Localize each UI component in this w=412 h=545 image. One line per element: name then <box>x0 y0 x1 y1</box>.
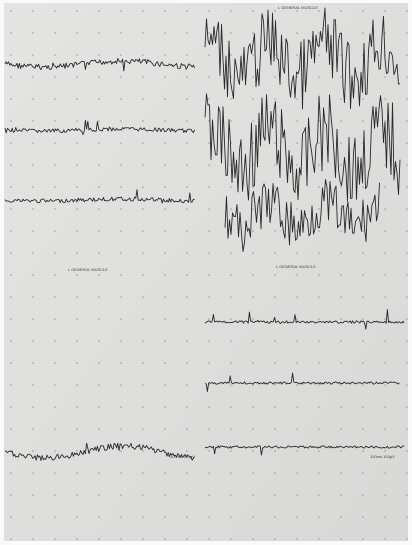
dot-grid <box>4 3 408 541</box>
label: 100ms 100µV <box>370 454 395 459</box>
label: 100ms 100µV <box>170 454 195 459</box>
label: L GENERAL MUSCLE <box>276 264 316 269</box>
label: L GENERAL MUSCLE <box>278 5 318 10</box>
photo: L GENERAL MUSCLE L GENERAL MUSCLE L GENE… <box>0 0 412 545</box>
label: L GENERAL MUSCLE <box>68 267 108 272</box>
